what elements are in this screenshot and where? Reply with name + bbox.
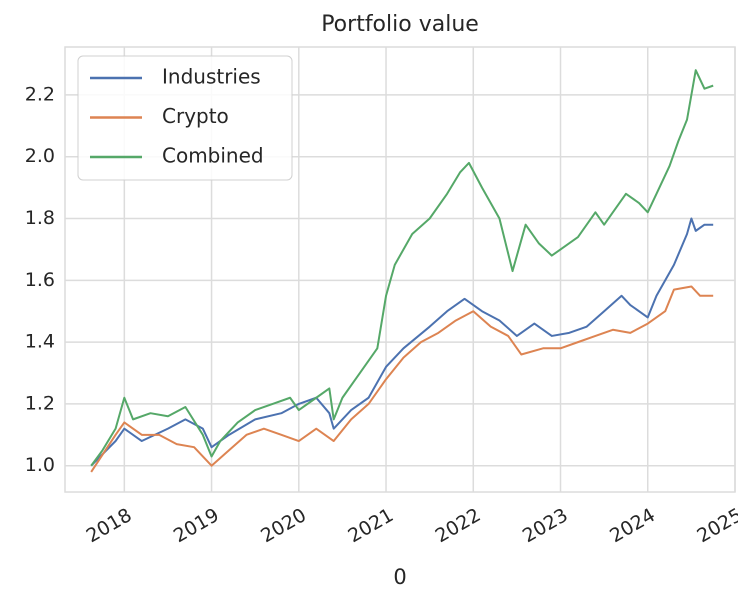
x-tick-label: 2023: [519, 504, 572, 547]
x-axis-label: 0: [393, 565, 406, 589]
line-series: [90, 285, 714, 473]
y-tick-label: 2.0: [25, 145, 55, 167]
x-tick-label: 2021: [344, 504, 397, 547]
line-series: [90, 69, 714, 467]
y-tick-label: 1.0: [25, 454, 55, 476]
plot-frame: [64, 46, 736, 493]
x-tick-label: 2018: [83, 504, 136, 547]
y-tick-label: 1.6: [25, 269, 55, 291]
legend-box: [77, 55, 293, 181]
line-series: [90, 217, 714, 467]
y-tick-label: 2.2: [25, 83, 55, 105]
y-tick-label: 1.2: [25, 392, 55, 414]
chart-title: Portfolio value: [321, 12, 479, 37]
y-tick-label: 1.4: [25, 331, 55, 353]
x-tick-label: 2020: [257, 504, 310, 547]
x-tick-label: 2024: [606, 504, 659, 547]
x-tick-label: 2022: [432, 504, 485, 547]
legend: Industries Crypto Combined: [77, 55, 293, 181]
x-tick-label: 2025: [693, 504, 738, 547]
x-tick-label: 2019: [170, 504, 223, 547]
legend-label: Crypto: [162, 104, 229, 128]
legend-label: Industries: [162, 65, 261, 89]
y-tick-label: 1.8: [25, 207, 55, 229]
legend-label: Combined: [162, 144, 264, 168]
